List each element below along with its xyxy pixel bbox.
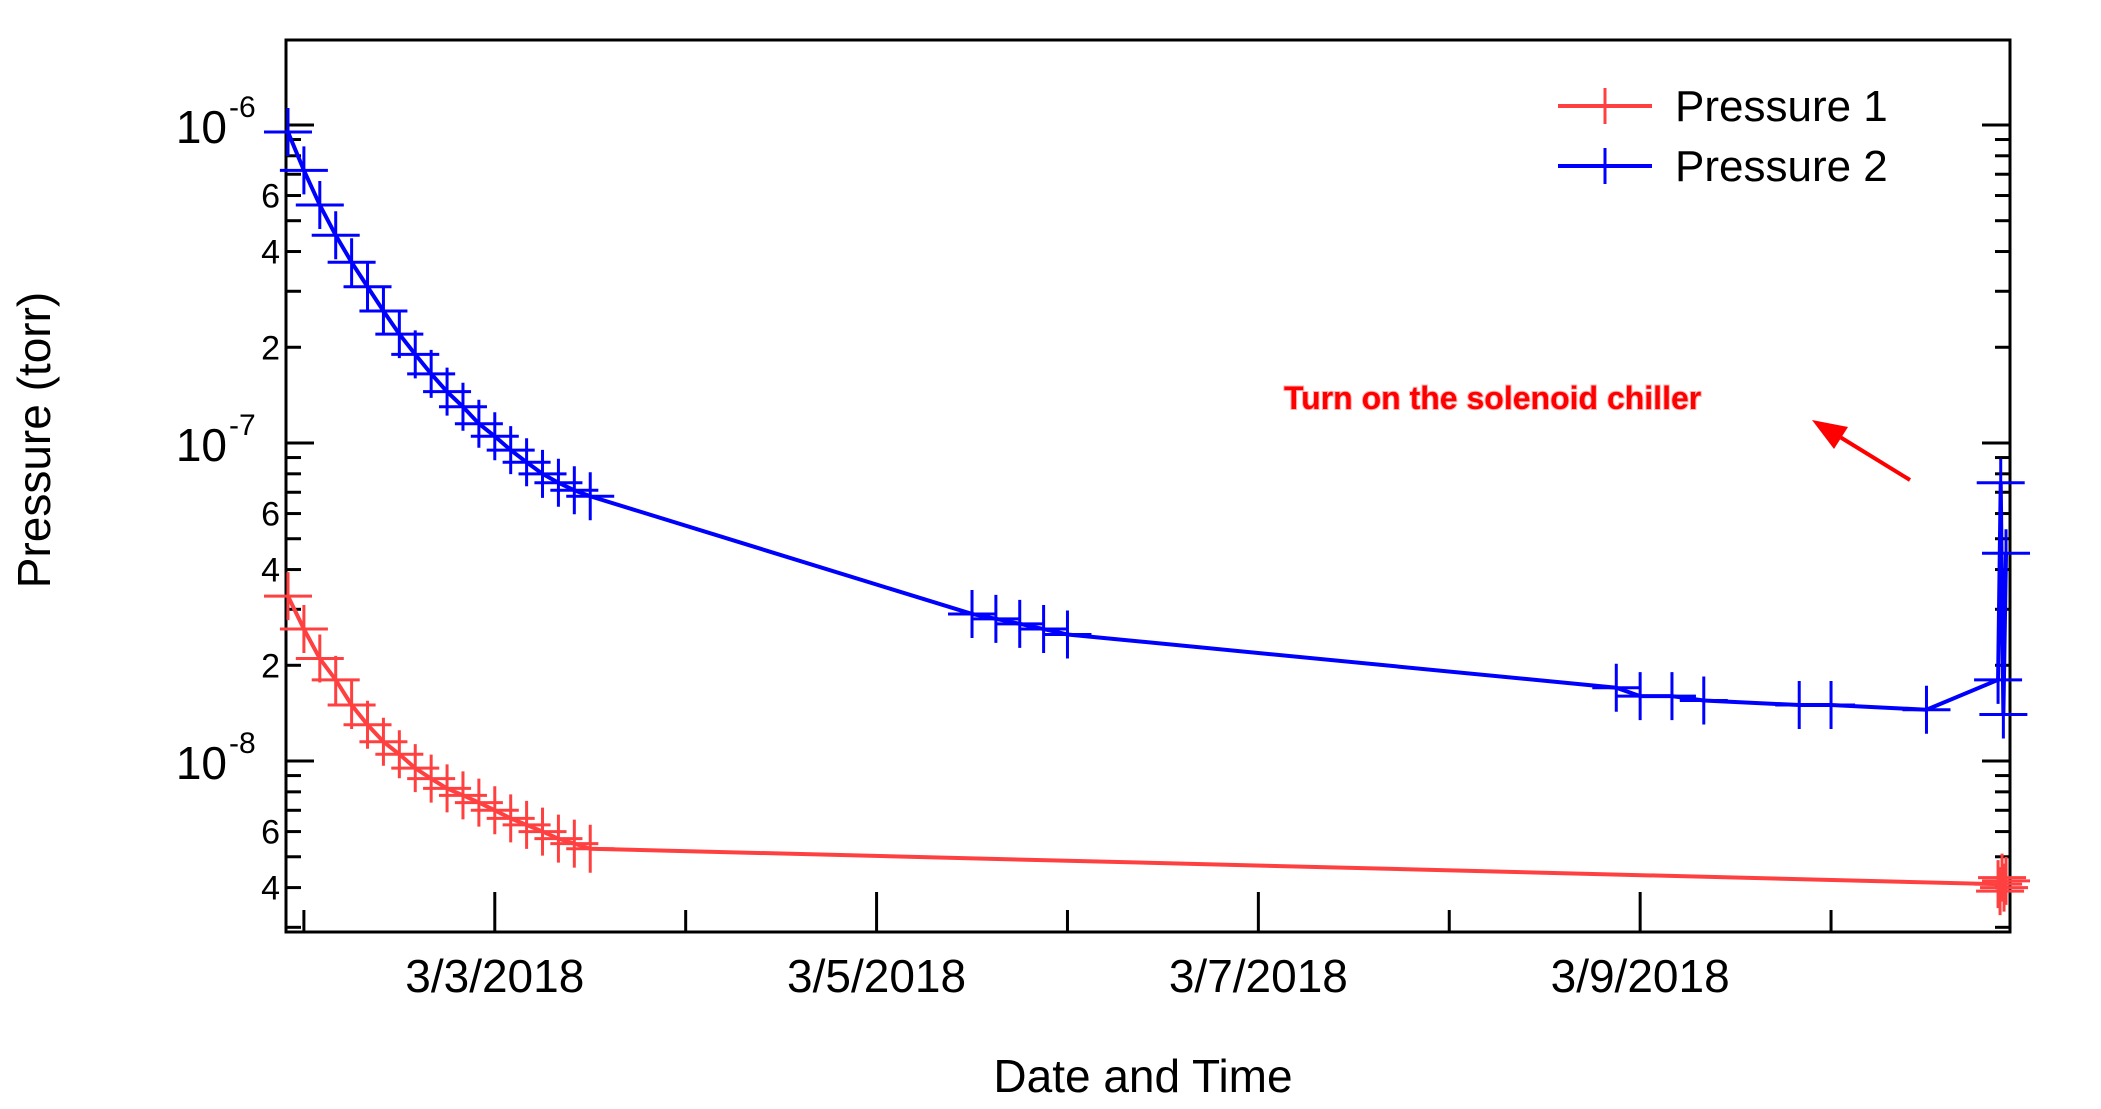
series-layer xyxy=(263,108,2031,916)
data-point xyxy=(311,211,360,260)
x-tick-label: 3/7/2018 xyxy=(1169,950,1348,1002)
data-point xyxy=(1807,681,1856,730)
data-point xyxy=(279,605,328,654)
data-point xyxy=(1902,685,1951,734)
y-minor-tick-label: 4 xyxy=(261,870,280,908)
y-tick-label: 10 xyxy=(176,419,227,471)
y-axis-title: Pressure (torr) xyxy=(8,292,60,588)
data-point xyxy=(1982,856,2031,905)
data-point xyxy=(263,108,312,157)
data-point xyxy=(995,599,1044,648)
data-point xyxy=(311,655,360,704)
x-axis-title: Date and Time xyxy=(993,1050,1292,1102)
data-point xyxy=(1976,458,2025,507)
data-point xyxy=(1679,676,1728,725)
y-minor-tick-label: 4 xyxy=(261,234,280,272)
data-point xyxy=(279,146,328,195)
y-minor-tick-label: 6 xyxy=(261,496,280,534)
x-tick-label: 3/3/2018 xyxy=(405,950,584,1002)
legend-item-pressure-1: Pressure 1 xyxy=(1558,82,1888,131)
legend-label: Pressure 1 xyxy=(1675,82,1888,131)
data-point xyxy=(1647,672,1696,721)
legend-item-pressure-2: Pressure 2 xyxy=(1558,142,1888,191)
x-axis: 3/3/2018 3/5/2018 3/7/2018 3/9/2018 xyxy=(302,892,1833,1002)
y-tick-exponent: -8 xyxy=(229,727,256,760)
data-point xyxy=(263,572,312,621)
data-point xyxy=(971,594,1020,643)
x-tick-label: 3/5/2018 xyxy=(787,950,966,1002)
data-point xyxy=(1019,605,1068,654)
plot-frame xyxy=(284,38,2012,934)
series-1 xyxy=(263,572,2031,916)
y-minor-tick-label: 2 xyxy=(261,329,280,367)
y-minor-tick-label: 6 xyxy=(261,814,280,852)
data-point xyxy=(1974,860,2023,909)
y-minor-tick-label: 2 xyxy=(261,647,280,685)
y-tick-label: 10 xyxy=(176,737,227,789)
y-tick-exponent: -6 xyxy=(229,91,256,124)
data-point xyxy=(1982,529,2031,578)
annotation-arrow xyxy=(1812,420,1912,482)
data-point xyxy=(948,589,997,638)
data-point xyxy=(566,824,615,873)
data-point xyxy=(1043,610,1092,659)
data-point xyxy=(1592,663,1641,712)
legend-label: Pressure 2 xyxy=(1675,142,1888,191)
data-point xyxy=(1974,655,2023,704)
y-minor-tick-label: 6 xyxy=(261,178,280,216)
data-point xyxy=(1979,690,2028,739)
x-tick-label: 3/9/2018 xyxy=(1551,950,1730,1002)
legend: Pressure 1 Pressure 2 xyxy=(1558,82,1888,191)
annotation-text: Turn on the solenoid chiller xyxy=(1284,380,1701,416)
data-point xyxy=(295,181,344,230)
y-tick-label: 10 xyxy=(176,101,227,153)
data-point xyxy=(1980,863,2029,912)
data-point xyxy=(1978,853,2027,902)
series-line xyxy=(286,131,2009,715)
data-point xyxy=(1976,867,2025,916)
y-tick-exponent: -7 xyxy=(229,409,256,442)
data-point xyxy=(327,238,376,287)
y-minor-tick-label: 4 xyxy=(261,552,280,590)
series-2 xyxy=(263,108,2031,739)
data-point xyxy=(566,472,615,521)
data-point xyxy=(343,262,392,311)
